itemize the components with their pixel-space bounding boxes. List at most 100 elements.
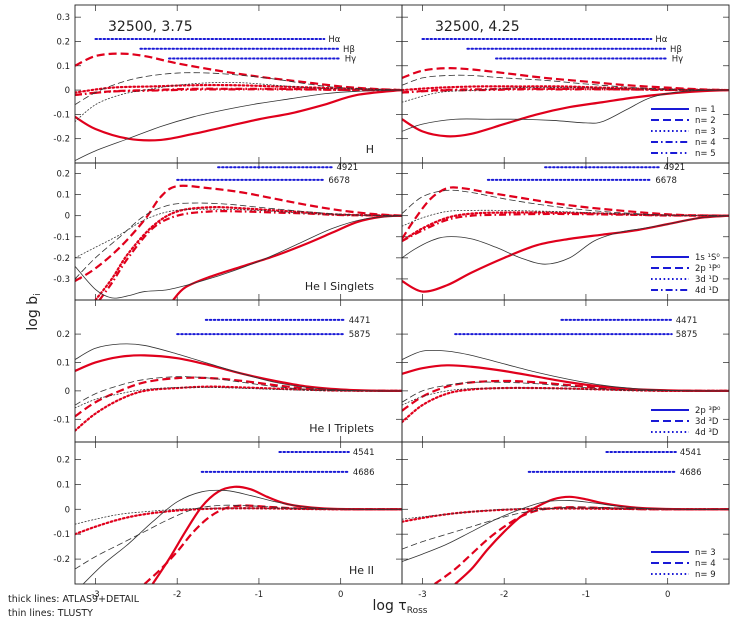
y-axis-label-sub: i (33, 293, 43, 296)
panel-row2-col0: -0.1 0 0.1 0.2 4471 5875 He I Triplets (53, 299, 403, 443)
series-n-1-tlusty-row0-col0 (75, 89, 402, 161)
legend-label-row2-2: 4d ³D (695, 428, 719, 438)
series-3d-d-tlusty-row2-col1 (402, 381, 729, 403)
series-n-9-row3-col0 (75, 507, 402, 536)
series-2p-p-tlusty-row1-col1 (402, 189, 729, 217)
y-tick-label-row1-1: -0.2 (53, 254, 70, 264)
footnote-thin: thin lines: TLUSTY (8, 608, 93, 619)
series-4d-d-row2-col1 (402, 386, 729, 424)
series-n-4-tlusty-row3-col1 (402, 506, 729, 550)
marker-label-row3-col1-1: 4686 (680, 468, 702, 478)
y-axis-label: log bi (25, 293, 43, 330)
x-axis-label-main: log τ (373, 598, 407, 614)
labels-layer: log bi log τRoss thick lines: ATLAS9+DET… (8, 293, 428, 619)
series-3d-d-row1-col1 (402, 211, 729, 243)
series-n-9-tlusty-row3-col0 (75, 507, 402, 525)
series-3d-d-row2-col0 (75, 376, 402, 418)
legend-label-row3-1: n= 4 (695, 559, 716, 569)
series-group-row0-col1 (402, 67, 729, 138)
series-3d-d-tlusty-row1-col0 (75, 208, 402, 259)
series-n-1-row0-col1 (402, 88, 729, 138)
series-group-row1-col1 (402, 186, 729, 293)
legend-label-row2-0: 2p ³P⁰ (695, 406, 721, 416)
y-tick-label-row1-2: -0.1 (53, 233, 70, 243)
x-tick-label-col0-3: 0 (338, 590, 343, 600)
y-tick-label-row0-1: -0.1 (53, 110, 70, 120)
x-axis-label-sub: Ross (407, 606, 428, 616)
legend-label-row0-1: n= 2 (695, 116, 716, 126)
legend-label-row0-2: n= 3 (695, 127, 716, 137)
series-1s-s-row1-col1 (402, 214, 729, 293)
marker-label-row1-col1-0: 4921 (664, 163, 686, 173)
series-n-5-row0-col1 (402, 88, 729, 94)
x-axis-label: log τRoss (373, 598, 428, 616)
y-tick-label-row2-0: -0.1 (53, 415, 70, 425)
marker-label-row1-col0-0: 4921 (337, 163, 359, 173)
series-group-row3-col0 (75, 485, 402, 584)
series-3d-d-row1-col0 (94, 206, 402, 300)
column-title-1: 32500, 4.25 (435, 19, 520, 35)
marker-label-row1-col1-1: 6678 (655, 176, 677, 186)
series-2p-p-row1-col1 (402, 186, 729, 240)
series-2p-p-tlusty-row2-col0 (75, 343, 402, 392)
legend-label-row3-0: n= 3 (695, 548, 716, 558)
series-n-1-row0-col0 (75, 88, 402, 142)
series-n-3-tlusty-row0-col0 (75, 82, 402, 123)
y-tick-label-row0-2: 0 (65, 86, 70, 96)
legend-label-row1-3: 4d ¹D (695, 286, 719, 296)
marker-label-row0-col0-0: Hα (328, 35, 340, 45)
series-n-2-tlusty-row0-col0 (75, 72, 402, 106)
y-tick-label-row3-4: 0.2 (56, 455, 70, 465)
series-n-4-row3-col1 (434, 506, 729, 584)
column-title-0: 32500, 3.75 (108, 19, 193, 35)
frame-row1-col1 (401, 162, 730, 301)
series-group-row2-col1 (402, 349, 729, 424)
series-3d-d-tlusty-row1-col1 (402, 209, 729, 227)
series-n-3-tlusty-row0-col1 (402, 87, 729, 103)
marker-label-row0-col1-2: Hγ (672, 54, 683, 64)
panel-row1-col0: -0.3 -0.2 -0.1 0 0.1 0.2 4921 6678 He I Singlets (53, 162, 403, 301)
series-n-2-tlusty-row0-col1 (402, 74, 729, 91)
marker-label-row2-col0-0: 4471 (349, 316, 371, 326)
x-tick-label-col0-2: -1 (255, 590, 263, 600)
series-n-2-row0-col0 (75, 52, 402, 92)
y-axis-label-main: log b (25, 296, 41, 331)
legend-label-row3-2: n= 9 (695, 570, 716, 580)
panel-row3-col1: 4541 4686 n= 3n= 4n= 9 (401, 441, 730, 585)
marker-label-row0-col1-0: Hα (655, 35, 667, 45)
series-n-9-tlusty-row3-col1 (402, 507, 729, 520)
ion-label-row0: H (366, 143, 374, 156)
legend-label-row0-4: n= 5 (695, 149, 716, 159)
series-n-3-tlusty-row3-col1 (402, 500, 729, 562)
series-1s-s-tlusty-row1-col0 (75, 215, 402, 299)
y-tick-label-row2-2: 0.1 (56, 358, 70, 368)
legend-label-row1-0: 1s ¹S⁰ (695, 253, 720, 263)
x-tick-label-col1-1: -2 (500, 590, 508, 600)
ion-label-row1: He I Singlets (305, 280, 374, 293)
y-tick-label-row1-5: 0.2 (56, 170, 70, 180)
series-2p-p-tlusty-row1-col0 (75, 202, 402, 280)
marker-label-row3-col0-1: 4686 (353, 468, 375, 478)
y-tick-label-row0-4: 0.2 (56, 37, 70, 47)
series-4d-d-row1-col0 (98, 210, 402, 300)
marker-label-row0-col0-1: Hβ (343, 45, 355, 55)
y-tick-label-row0-5: 0.3 (56, 13, 70, 23)
marker-label-row1-col0-1: 6678 (328, 176, 350, 186)
legend-label-row0-0: n= 1 (695, 105, 716, 115)
frame-row3-col0 (74, 441, 403, 585)
x-tick-label-col0-0: -3 (91, 590, 99, 600)
y-tick-label-row0-3: 0.1 (56, 62, 70, 72)
series-2p-p-row2-col1 (402, 364, 729, 393)
series-group-row2-col0 (75, 343, 402, 432)
marker-label-row2-col1-1: 5875 (676, 330, 698, 340)
ion-label-row2: He I Triplets (309, 422, 374, 435)
series-group-row0-col0 (75, 52, 402, 161)
series-4d-d-tlusty-row2-col0 (75, 386, 402, 409)
y-tick-label-row0-0: -0.2 (53, 135, 70, 145)
series-3d-d-tlusty-row2-col0 (75, 376, 402, 406)
legend-label-row2-1: 3d ³D (695, 417, 719, 427)
